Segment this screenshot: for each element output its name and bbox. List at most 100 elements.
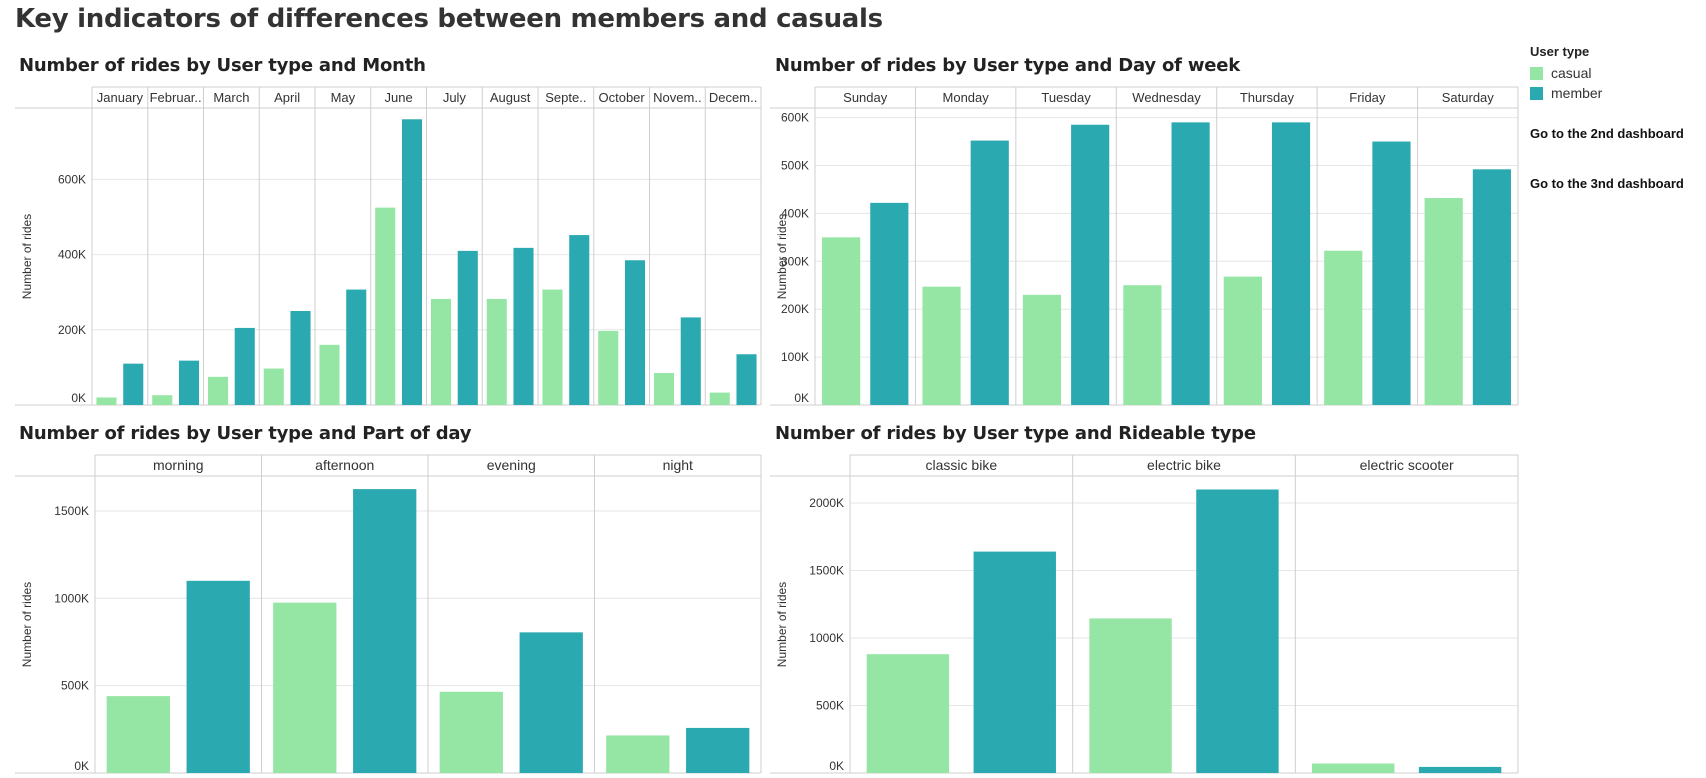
bar-member xyxy=(1071,124,1110,406)
bar-member xyxy=(624,260,646,405)
bar-casual xyxy=(1424,198,1463,405)
category-label: Decem.. xyxy=(709,90,757,105)
bar-member xyxy=(178,360,200,405)
bar-member xyxy=(1171,122,1210,405)
bar-casual xyxy=(606,735,670,773)
bar-casual xyxy=(273,602,337,773)
category-label: May xyxy=(331,90,356,105)
bar-member xyxy=(686,727,750,773)
y-tick-label: 300K xyxy=(781,254,809,268)
bar-casual xyxy=(263,368,284,405)
bar-casual xyxy=(1089,618,1172,773)
category-label: electric bike xyxy=(1147,457,1221,473)
bar-casual xyxy=(375,207,396,405)
bar-member xyxy=(1196,489,1279,773)
bar-casual xyxy=(1123,285,1162,405)
category-label: July xyxy=(443,90,467,105)
category-label: March xyxy=(213,90,249,105)
category-label: Februar.. xyxy=(150,90,202,105)
bar-member xyxy=(736,354,757,405)
bar-casual xyxy=(486,298,507,405)
bar-member xyxy=(1418,766,1502,773)
bar-member xyxy=(519,632,583,773)
y-tick-label: 500K xyxy=(781,158,809,172)
y-tick-label: 200K xyxy=(781,302,809,316)
y-tick-label: 0K xyxy=(829,759,844,773)
bar-member xyxy=(401,119,423,406)
bar-casual xyxy=(542,289,563,405)
bar-member xyxy=(973,551,1056,773)
y-tick-label: 100K xyxy=(781,350,809,364)
bar-casual xyxy=(922,286,961,405)
category-label: Wednesday xyxy=(1132,90,1201,105)
bar-member xyxy=(680,317,701,405)
y-tick-label: 600K xyxy=(781,111,809,125)
category-label: Monday xyxy=(943,90,990,105)
y-tick-label: 1500K xyxy=(54,504,89,518)
bar-member xyxy=(353,489,417,773)
category-label: Friday xyxy=(1349,90,1386,105)
y-tick-label: 400K xyxy=(58,248,86,262)
y-tick-label: 500K xyxy=(61,679,89,693)
y-tick-label: 0K xyxy=(794,391,809,405)
bar-casual xyxy=(1022,294,1062,405)
chart-title-month: Number of rides by User type and Month xyxy=(19,55,426,76)
legend-item-casual[interactable]: casual xyxy=(1530,63,1602,83)
bar-casual xyxy=(1312,763,1395,773)
bar-member xyxy=(870,202,909,405)
y-tick-label: 1500K xyxy=(809,564,844,578)
bar-casual xyxy=(96,397,117,405)
bar-member xyxy=(1271,122,1311,405)
bar-member xyxy=(970,140,1009,405)
second-dashboard-link[interactable]: Go to the 2nd dashboard xyxy=(1530,126,1684,141)
chart-title-day-of-week: Number of rides by User type and Day of … xyxy=(775,55,1241,76)
bar-casual xyxy=(866,654,950,773)
bar-casual xyxy=(152,395,173,405)
legend-swatch-member xyxy=(1530,86,1543,100)
bar-casual xyxy=(439,691,503,773)
legend-swatch-casual xyxy=(1530,66,1543,80)
category-label: electric scooter xyxy=(1360,457,1454,473)
y-axis-label: Number of rides xyxy=(20,582,34,667)
legend-label-member: member xyxy=(1551,85,1603,101)
bar-casual xyxy=(319,344,340,405)
y-axis-label: Number of rides xyxy=(775,582,789,667)
category-label: night xyxy=(663,457,693,473)
legend-item-member[interactable]: member xyxy=(1530,83,1602,103)
bar-member xyxy=(186,580,250,773)
category-label: classic bike xyxy=(926,457,998,473)
category-label: Thursday xyxy=(1240,90,1295,105)
y-axis-label: Number of rides xyxy=(775,214,789,299)
legend-label-casual: casual xyxy=(1551,65,1592,81)
bar-casual xyxy=(106,696,170,773)
category-label: morning xyxy=(153,457,204,473)
category-label: evening xyxy=(487,457,536,473)
third-dashboard-link[interactable]: Go to the 3nd dashboard xyxy=(1530,176,1684,191)
bar-casual xyxy=(653,373,675,405)
bar-member xyxy=(1372,141,1411,405)
bar-casual xyxy=(430,298,452,405)
category-label: June xyxy=(385,90,413,105)
bar-member xyxy=(457,250,478,405)
category-label: Sunday xyxy=(843,90,888,105)
bar-member xyxy=(346,289,367,405)
category-label: April xyxy=(274,90,300,105)
bar-member xyxy=(1472,169,1511,405)
chart-title-part-of-day: Number of rides by User type and Part of… xyxy=(19,423,472,444)
y-tick-label: 1000K xyxy=(54,591,89,605)
bar-member xyxy=(290,311,311,405)
category-label: August xyxy=(490,90,531,105)
bar-member xyxy=(513,247,534,405)
y-tick-label: 0K xyxy=(74,759,89,773)
bar-casual xyxy=(822,237,861,405)
y-tick-label: 2000K xyxy=(809,496,844,510)
category-label: Septe.. xyxy=(545,90,586,105)
bar-member xyxy=(569,235,590,405)
bar-casual xyxy=(709,392,730,405)
bar-member xyxy=(123,363,144,405)
category-label: January xyxy=(97,90,144,105)
y-tick-label: 200K xyxy=(58,323,86,337)
